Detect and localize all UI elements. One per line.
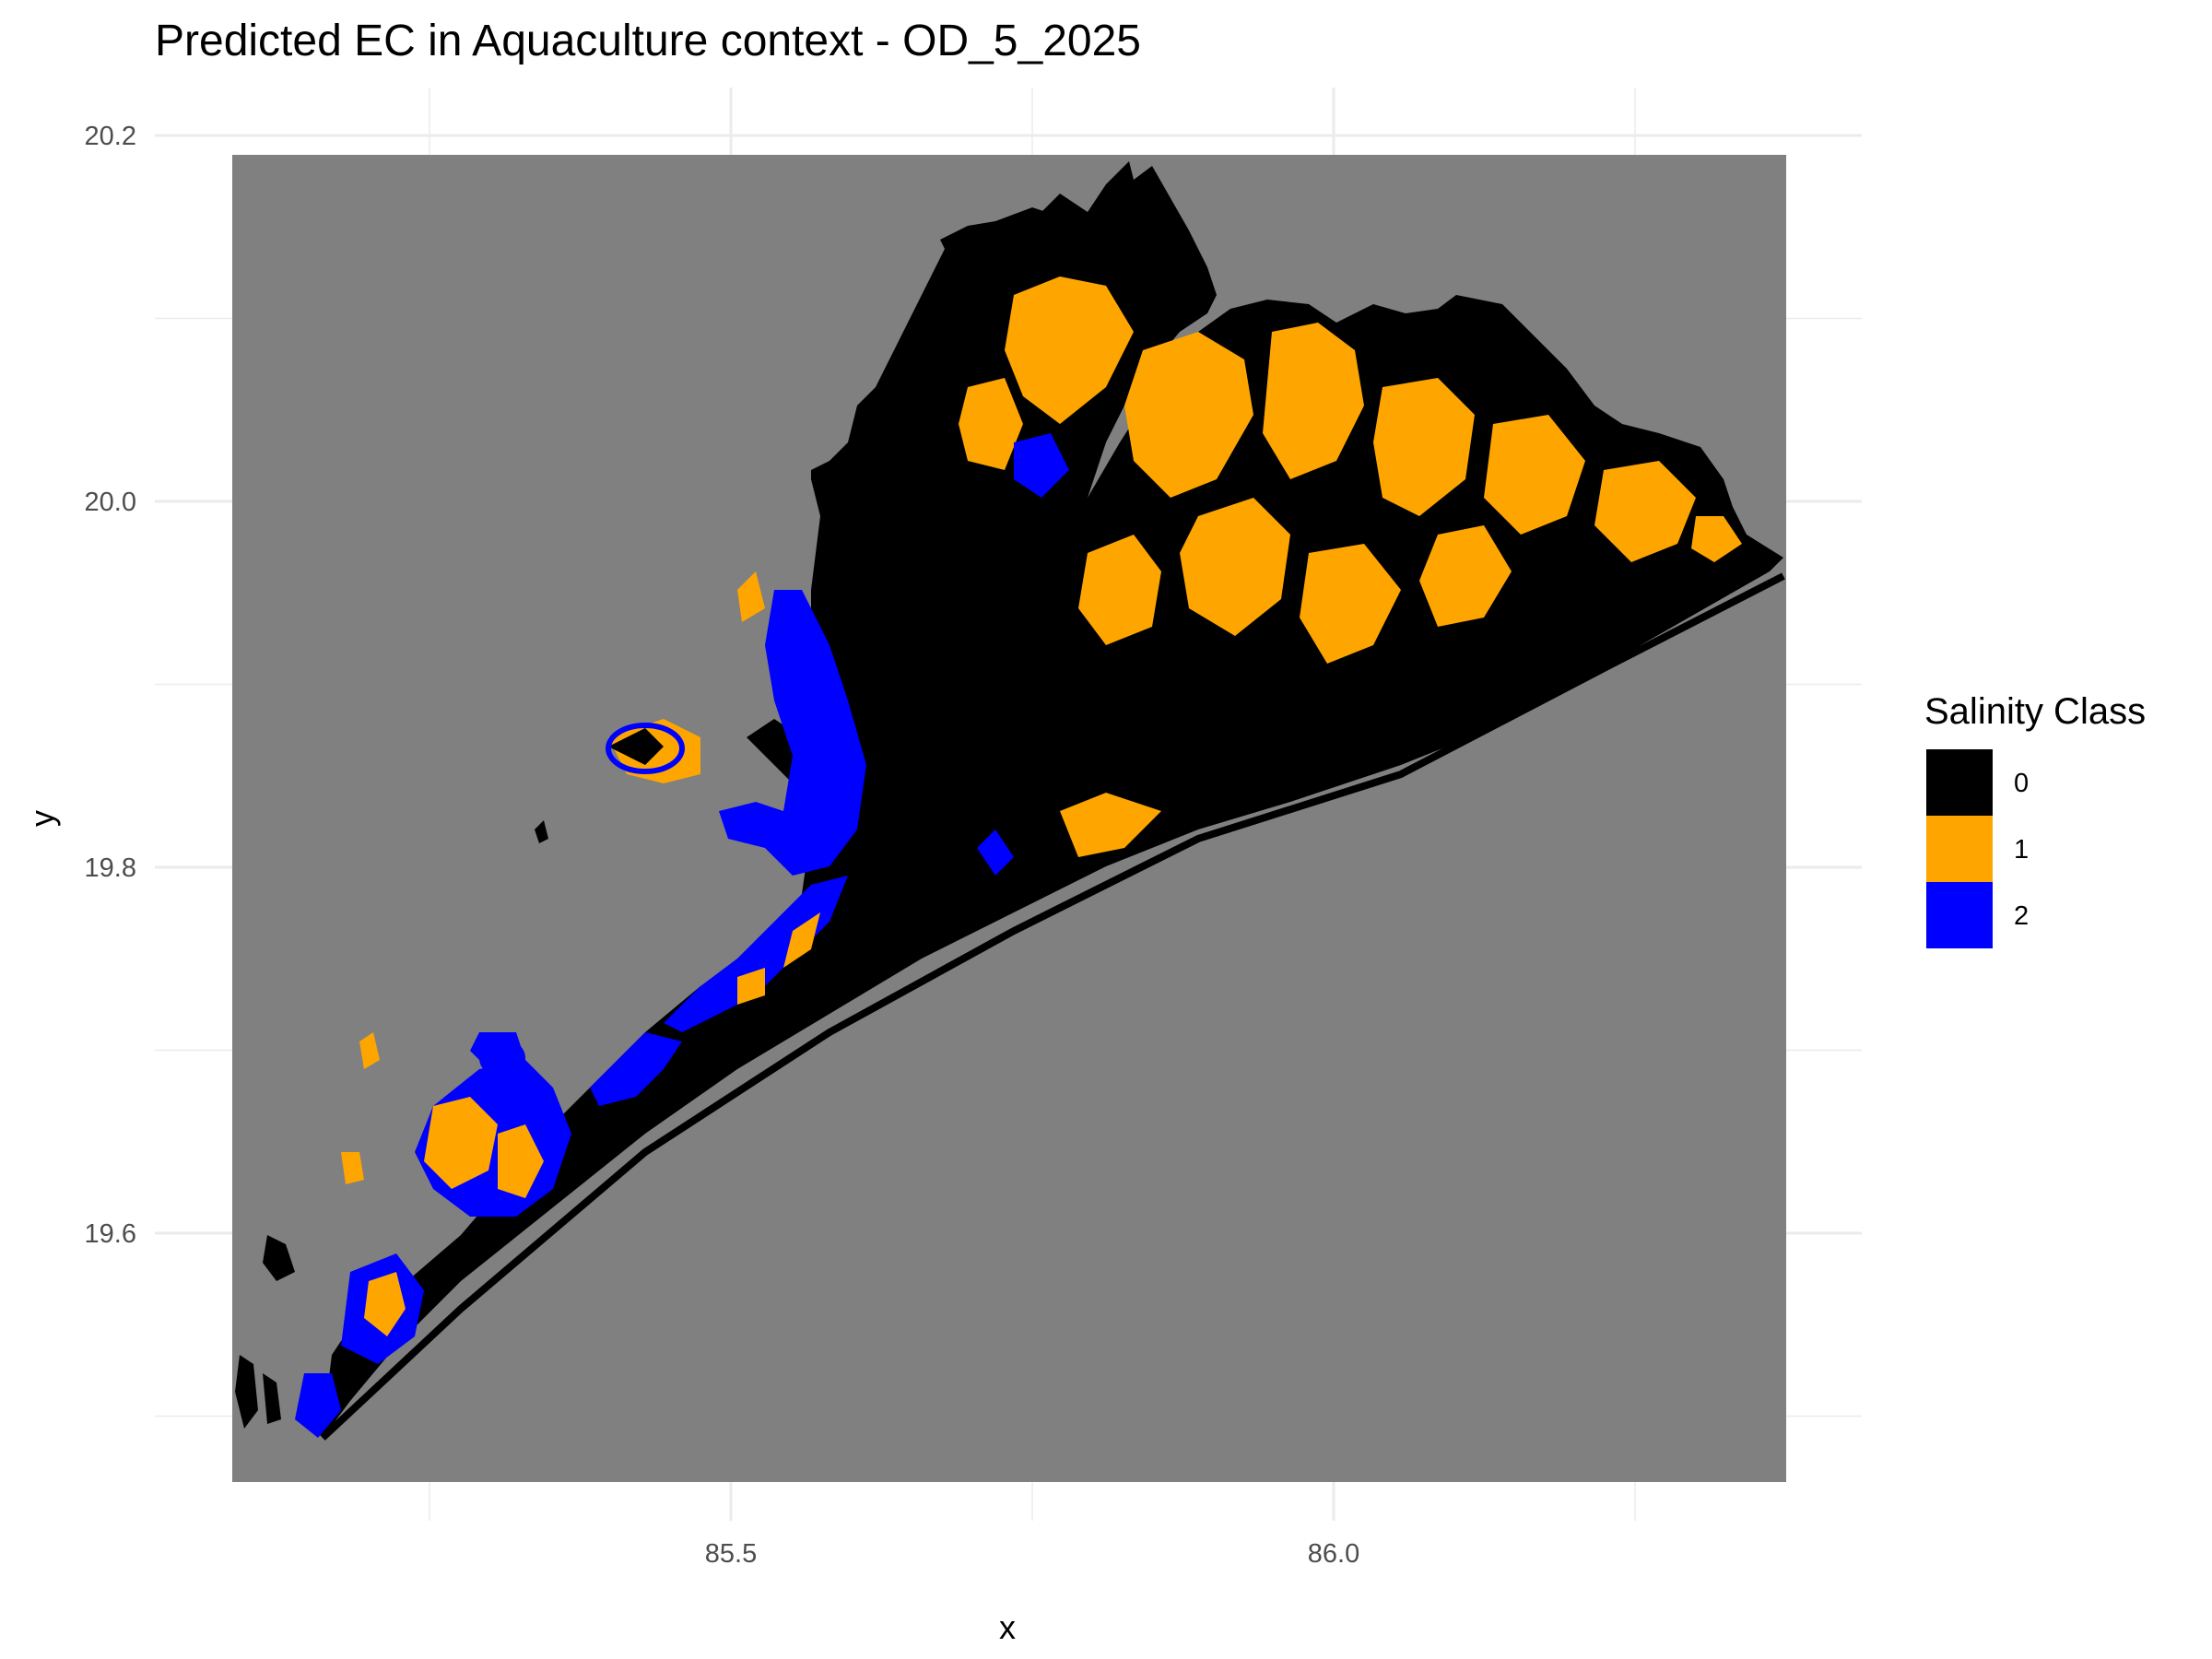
chart-title: Predicted EC in Aquaculture context - OD…: [155, 17, 1141, 65]
x-tick-label: 85.5: [705, 1539, 757, 1569]
legend-swatch: [1926, 749, 1993, 816]
legend: Salinity Class 0 1 2: [1924, 691, 2146, 948]
x-tick-label: 86.0: [1308, 1539, 1359, 1569]
legend-swatch: [1926, 882, 1993, 948]
y-tick-label: 19.6: [85, 1219, 136, 1249]
y-axis-ticks: 19.6 19.8 20.0 20.2: [85, 122, 136, 1249]
land-class-0-lagoon-islands: [235, 728, 664, 1429]
legend-label: 0: [2014, 769, 2029, 798]
y-tick-label: 20.2: [85, 122, 136, 151]
x-axis-ticks: 85.5 86.0: [705, 1539, 1359, 1569]
legend-label: 1: [2014, 835, 2029, 865]
land-class-1-patches: [737, 276, 1742, 857]
y-tick-label: 19.8: [85, 853, 136, 883]
y-axis-title: y: [23, 810, 61, 827]
x-axis-title: x: [999, 1608, 1016, 1646]
legend-entries: 0 1 2: [1926, 749, 2029, 948]
legend-title: Salinity Class: [1924, 691, 2146, 732]
land-area: [235, 161, 1785, 1441]
coastline-strip: [320, 572, 1785, 1441]
y-tick-label: 20.0: [85, 488, 136, 517]
legend-swatch: [1926, 816, 1993, 882]
land-class-0-north: [940, 207, 1060, 304]
legend-label: 2: [2014, 901, 2029, 931]
land-class-2-lagoon-rings: [479, 723, 685, 1077]
